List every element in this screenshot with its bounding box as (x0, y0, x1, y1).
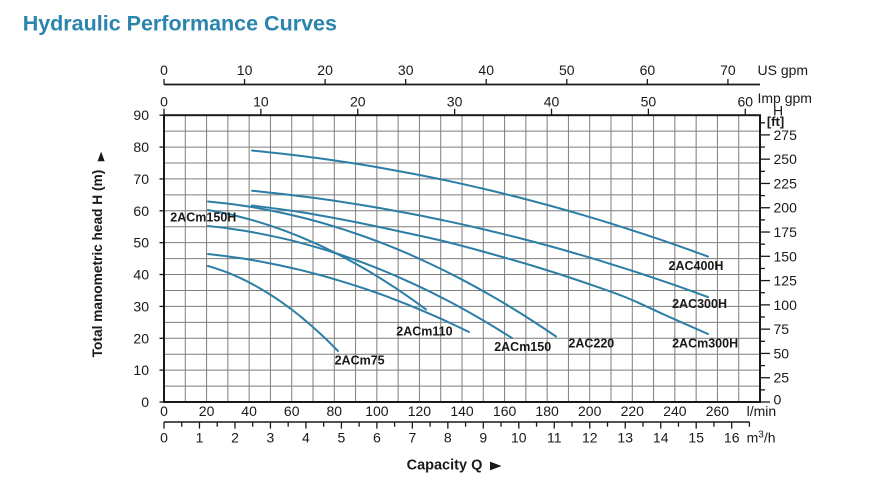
svg-text:9: 9 (479, 430, 487, 446)
svg-text:2AC220: 2AC220 (568, 337, 614, 351)
svg-text:8: 8 (444, 430, 452, 446)
svg-text:0: 0 (160, 403, 168, 419)
svg-text:13: 13 (617, 430, 633, 446)
svg-text:4: 4 (302, 430, 310, 446)
svg-text:20: 20 (133, 330, 149, 346)
svg-text:60: 60 (284, 403, 300, 419)
svg-text:160: 160 (493, 403, 517, 419)
svg-text:Total manometric head H (m): Total manometric head H (m) (90, 170, 105, 358)
svg-text:0: 0 (160, 62, 168, 78)
svg-text:240: 240 (663, 403, 687, 419)
svg-text:US gpm: US gpm (758, 62, 809, 78)
svg-text:Imp gpm: Imp gpm (758, 90, 812, 106)
svg-text:100: 100 (774, 297, 798, 313)
svg-text:50: 50 (559, 62, 575, 78)
svg-text:Hydraulic Performance Curves: Hydraulic Performance Curves (23, 11, 337, 35)
svg-text:80: 80 (327, 403, 343, 419)
svg-text:260: 260 (706, 403, 730, 419)
svg-text:10: 10 (253, 94, 269, 110)
svg-text:10: 10 (237, 62, 253, 78)
svg-text:3: 3 (267, 430, 275, 446)
svg-text:70: 70 (133, 171, 149, 187)
svg-text:90: 90 (133, 107, 149, 123)
svg-text:15: 15 (688, 430, 704, 446)
svg-text:60: 60 (640, 62, 656, 78)
svg-text:225: 225 (774, 176, 798, 192)
svg-text:14: 14 (653, 430, 669, 446)
svg-text:150: 150 (774, 248, 798, 264)
svg-text:2AC400H: 2AC400H (669, 259, 724, 273)
svg-text:[ft]: [ft] (767, 114, 784, 129)
svg-text:11: 11 (547, 430, 562, 446)
svg-text:2ACm150: 2ACm150 (494, 340, 551, 354)
svg-text:50: 50 (133, 235, 149, 251)
svg-text:2ACm150H: 2ACm150H (170, 211, 236, 225)
svg-text:H: H (773, 103, 783, 119)
svg-text:70: 70 (720, 62, 736, 78)
svg-text:200: 200 (578, 403, 602, 419)
svg-text:180: 180 (535, 403, 559, 419)
svg-text:60: 60 (738, 94, 754, 110)
svg-text:10: 10 (133, 362, 149, 378)
svg-text:1: 1 (196, 430, 204, 446)
svg-text:125: 125 (774, 273, 798, 289)
svg-text:6: 6 (373, 430, 381, 446)
svg-text:120: 120 (408, 403, 432, 419)
svg-text:2ACm75: 2ACm75 (335, 354, 385, 368)
svg-text:250: 250 (774, 151, 798, 167)
svg-text:0: 0 (160, 430, 168, 446)
svg-text:16: 16 (724, 430, 740, 446)
svg-text:20: 20 (350, 94, 366, 110)
svg-text:30: 30 (447, 94, 463, 110)
svg-text:60: 60 (133, 203, 149, 219)
svg-text:2: 2 (231, 430, 239, 446)
svg-text:30: 30 (133, 298, 149, 314)
svg-text:40: 40 (241, 403, 257, 419)
svg-text:2AC300H: 2AC300H (672, 297, 727, 311)
svg-text:Capacity Q: Capacity Q (407, 458, 483, 474)
svg-text:100: 100 (365, 403, 389, 419)
svg-text:80: 80 (133, 139, 149, 155)
svg-text:20: 20 (317, 62, 333, 78)
svg-text:0: 0 (160, 94, 168, 110)
svg-text:0: 0 (141, 394, 149, 410)
svg-text:20: 20 (199, 403, 215, 419)
svg-text:25: 25 (774, 370, 790, 386)
svg-text:275: 275 (774, 127, 798, 143)
svg-text:m3/h: m3/h (747, 430, 776, 446)
svg-text:220: 220 (621, 403, 645, 419)
svg-text:7: 7 (409, 430, 417, 446)
svg-text:5: 5 (338, 430, 346, 446)
svg-text:50: 50 (641, 94, 657, 110)
svg-text:0: 0 (774, 392, 782, 408)
svg-text:40: 40 (544, 94, 560, 110)
svg-text:200: 200 (774, 200, 798, 216)
svg-text:40: 40 (478, 62, 494, 78)
svg-text:10: 10 (511, 430, 527, 446)
svg-text:2ACm110: 2ACm110 (396, 325, 452, 339)
svg-text:40: 40 (133, 267, 149, 283)
svg-text:50: 50 (774, 345, 790, 361)
svg-text:l/min: l/min (747, 403, 777, 419)
svg-text:140: 140 (450, 403, 474, 419)
svg-text:75: 75 (774, 321, 790, 337)
svg-text:175: 175 (774, 224, 798, 240)
svg-text:30: 30 (398, 62, 414, 78)
svg-text:2ACm300H: 2ACm300H (672, 337, 738, 351)
svg-text:12: 12 (582, 430, 598, 446)
